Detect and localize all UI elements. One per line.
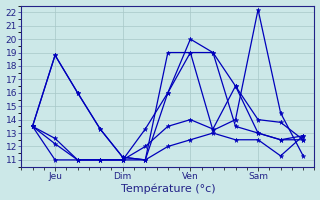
X-axis label: Température (°c): Température (°c) <box>121 184 215 194</box>
